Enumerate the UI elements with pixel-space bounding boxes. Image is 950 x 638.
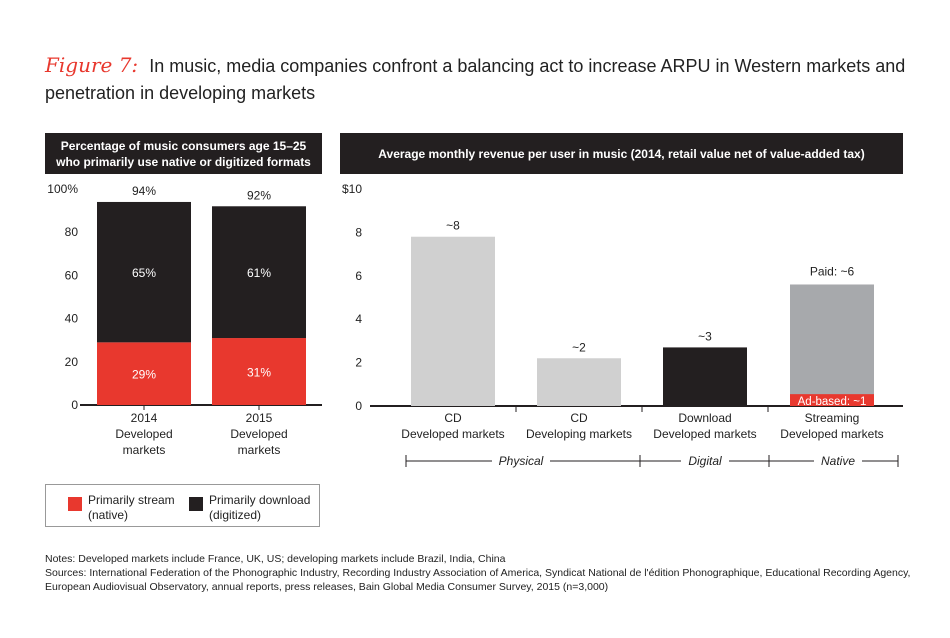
notes-text: Notes: Developed markets include France,… xyxy=(45,553,506,565)
legend-download-swatch xyxy=(189,497,203,511)
right-x-category-label: CD xyxy=(444,411,462,425)
right-bar xyxy=(411,236,495,406)
right-bar-value-label: Paid: ~6 xyxy=(810,264,855,278)
legend: Primarily stream (native) Primarily down… xyxy=(45,484,320,527)
right-bar-value-label: ~3 xyxy=(698,329,712,343)
figure-label: Figure 7: xyxy=(45,53,139,77)
group-label: Native xyxy=(821,454,855,468)
right-x-category-label: Developed markets xyxy=(780,427,883,441)
right-bar-ad-based-segment xyxy=(790,394,874,406)
right-y-tick-label: 2 xyxy=(355,356,362,370)
left-total-label: 94% xyxy=(132,184,156,198)
left-stream-value-label: 29% xyxy=(132,368,156,382)
right-bar-value-label: ~8 xyxy=(446,219,460,233)
right-ad-based-label: Ad-based: ~1 xyxy=(798,396,867,408)
right-x-category-label: CD xyxy=(570,411,588,425)
right-y-tick-label: 6 xyxy=(355,269,362,283)
right-y-tick-label: 4 xyxy=(355,312,362,326)
right-x-category-label: Streaming xyxy=(805,411,860,425)
figure-title-text: In music, media companies confront a bal… xyxy=(45,56,906,103)
left-x-category-label: markets xyxy=(123,443,166,457)
legend-stream-line2: (native) xyxy=(88,508,129,522)
notes-block: Notes: Developed markets include France,… xyxy=(45,552,915,594)
left-x-category-label: 2014 xyxy=(131,411,158,425)
left-header-line1: Percentage of music consumers age 15–25 xyxy=(60,138,307,153)
right-header-text: Average monthly revenue per user in musi… xyxy=(378,146,865,161)
legend-stream-swatch xyxy=(68,497,82,511)
left-total-label: 92% xyxy=(247,188,271,202)
right-y-tick-label: $10 xyxy=(342,182,362,196)
right-bar-value-label: ~2 xyxy=(572,340,586,354)
right-x-category-label: Developed markets xyxy=(401,427,504,441)
left-y-tick-label: 40 xyxy=(65,312,79,326)
figure-title: Figure 7: In music, media companies conf… xyxy=(45,52,925,107)
left-bar-stream-segment xyxy=(97,342,191,405)
left-y-tick-label: 60 xyxy=(65,268,79,282)
left-x-category-label: 2015 xyxy=(246,411,273,425)
right-y-tick-label: 0 xyxy=(355,399,362,413)
sources-text: Sources: International Federation of the… xyxy=(45,567,911,593)
right-y-tick-label: 8 xyxy=(355,225,362,239)
legend-download-label: Primarily download (digitized) xyxy=(209,493,310,523)
left-x-category-label: Developed xyxy=(115,427,172,441)
left-download-value-label: 61% xyxy=(247,266,271,280)
legend-download-line2: (digitized) xyxy=(209,508,262,522)
left-y-tick-label: 80 xyxy=(65,225,79,239)
right-bar xyxy=(663,347,747,406)
right-x-category-label: Developing markets xyxy=(526,427,632,441)
left-bar-download-segment xyxy=(212,206,306,339)
legend-stream-line1: Primarily stream xyxy=(88,493,175,507)
left-bar-stream-segment xyxy=(212,338,306,405)
group-label: Digital xyxy=(688,454,722,468)
left-stream-value-label: 31% xyxy=(247,366,271,380)
left-header-line2: who primarily use native or digitized fo… xyxy=(56,154,311,169)
group-label: Physical xyxy=(499,454,544,468)
left-y-tick-label: 20 xyxy=(65,355,79,369)
left-bar-download-segment xyxy=(97,201,191,343)
left-y-tick-label: 100% xyxy=(47,182,78,196)
left-download-value-label: 65% xyxy=(132,266,156,280)
left-x-category-label: Developed xyxy=(230,427,287,441)
right-x-category-label: Download xyxy=(678,411,731,425)
right-chart-header: Average monthly revenue per user in musi… xyxy=(340,133,903,174)
legend-stream-label: Primarily stream (native) xyxy=(88,493,175,523)
right-bar xyxy=(790,284,874,406)
left-x-category-label: markets xyxy=(238,443,281,457)
right-x-category-label: Developed markets xyxy=(653,427,756,441)
left-chart-header: Percentage of music consumers age 15–25 … xyxy=(45,133,322,174)
right-bar xyxy=(537,358,621,406)
left-y-tick-label: 0 xyxy=(71,398,78,412)
legend-download-line1: Primarily download xyxy=(209,493,311,507)
